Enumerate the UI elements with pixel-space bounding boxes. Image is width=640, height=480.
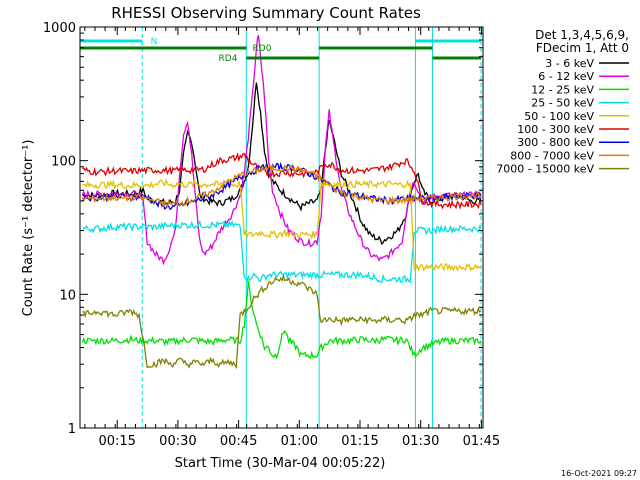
series-line (81, 280, 482, 360)
legend-header-line-2: FDecim 1, Att 0 (536, 41, 629, 55)
series-line (82, 219, 482, 284)
legend-label: 3 - 6 keV (545, 57, 594, 70)
legend-label: 800 - 7000 keV (510, 149, 594, 162)
x-tick-label: 00:45 (220, 434, 257, 449)
legend-label: 25 - 50 keV (531, 97, 594, 110)
legend-label: 300 - 800 keV (517, 136, 594, 149)
label-rd4: RD4 (219, 54, 238, 64)
series-line (81, 163, 482, 210)
series-line (81, 35, 482, 266)
y-axis-ticks: 1 10 100 1000 (43, 21, 483, 437)
instrument-state-bars: RD0 RD4 N (80, 37, 481, 64)
footer-date: 16-Oct-2021 09:27 (561, 469, 637, 478)
legend-label: 12 - 25 keV (531, 83, 594, 96)
x-tick-label: 01:00 (281, 434, 318, 449)
y-axis-label: Count Rate (s⁻¹ detector⁻¹) (21, 140, 36, 317)
x-axis-ticks: 00:15 00:30 00:45 01:00 01:15 01:30 01:45 (84, 27, 500, 449)
x-tick-label: 00:30 (159, 434, 196, 449)
x-axis-label: Start Time (30-Mar-04 00:05:22) (175, 456, 386, 471)
label-rd0: RD0 (253, 44, 272, 54)
legend-label: 100 - 300 keV (517, 123, 594, 136)
event-marker-lines (141, 27, 482, 428)
series-lines (81, 35, 482, 370)
chart-title: RHESSI Observing Summary Count Rates (111, 4, 421, 22)
legend-label: 50 - 100 keV (524, 110, 594, 123)
y-tick-label: 100 (51, 155, 76, 170)
x-tick-label: 00:15 (98, 434, 135, 449)
label-night: N (151, 37, 158, 47)
y-tick-label: 1 (68, 422, 76, 437)
x-tick-label: 01:30 (402, 434, 439, 449)
y-tick-label: 1000 (43, 21, 76, 36)
x-tick-label: 01:15 (341, 434, 378, 449)
x-tick-label: 01:45 (463, 434, 500, 449)
legend-header-line-1: Det 1,3,4,5,6,9, (535, 28, 629, 42)
plot-frame (79, 26, 484, 429)
series-line (82, 178, 482, 273)
legend-label: 6 - 12 keV (538, 70, 594, 83)
series-line (82, 273, 482, 370)
legend-label: 7000 - 15000 keV (496, 163, 594, 176)
y-tick-label: 10 (59, 288, 76, 303)
